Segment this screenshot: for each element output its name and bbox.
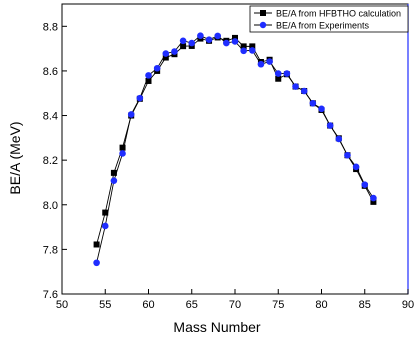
data-point-circle [214,32,221,40]
series-line-0 [96,36,374,245]
data-point-circle [231,38,239,45]
x-tick-label: 90 [402,299,414,311]
data-point-square [102,209,109,216]
data-point-square [180,43,187,50]
data-point-square [110,169,117,176]
data-point-circle [352,163,360,171]
data-point-circle [326,122,334,129]
axes-layer: 50 55 60 65 70 75 80 85 90 7.6 7.8 8.0 8.2 8.4 8.6 8.8 [43,21,414,311]
data-point-circle [153,64,161,72]
data-point-square [370,198,377,205]
x-tick-label: 80 [315,299,327,311]
data-point-square [275,75,282,82]
x-tick-label: 50 [56,299,68,311]
data-point-circle [136,94,144,102]
legend-circle-icon [259,21,267,29]
data-point-circle [292,83,299,90]
data-point-circle [283,70,291,77]
data-point-square [119,144,126,151]
legend: BE/A from HFBTHO calculation BE/A from E… [249,5,409,33]
data-point-circle [249,47,256,54]
data-point-circle [127,111,135,118]
series-layer [93,32,377,267]
data-point-square [240,43,247,50]
data-point-circle [266,58,273,65]
data-point-square [145,77,152,84]
data-point-circle [361,181,369,188]
data-point-circle [93,259,100,267]
data-point-circle [197,32,204,39]
data-point-circle [145,72,152,79]
legend-entry-hfbtho: BE/A from HFBTHO calculation [254,9,401,19]
data-point-circle [110,177,118,184]
data-point-circle [300,87,308,95]
y-tick-label: 8.6 [43,66,58,78]
data-point-circle [370,194,377,202]
data-point-circle [205,36,213,43]
legend-entry-experiments: BE/A from Experiments [254,21,370,31]
x-tick-label: 75 [272,299,284,311]
x-axis-label: Mass Number [173,319,260,335]
y-tick-label: 7.8 [43,244,58,256]
series-line-1 [96,35,374,263]
data-point-square [249,43,256,50]
data-point-circle [274,70,282,77]
x-tick-label: 60 [142,299,154,311]
plot-frame [61,3,409,295]
data-point-circle [240,47,247,55]
data-point-circle [223,39,230,47]
data-point-square [93,241,100,248]
x-tick-label: 65 [186,299,198,311]
data-point-square [162,54,169,61]
y-tick-label: 8.8 [43,21,58,33]
y-tick-label: 8.4 [43,111,58,123]
data-point-circle [335,135,343,143]
data-point-circle [188,39,196,47]
data-point-circle [162,50,170,57]
data-point-circle [119,150,126,157]
data-point-circle [257,60,265,68]
data-point-circle [318,105,325,113]
x-tick-label: 70 [229,299,241,311]
legend-label-hfbtho: BE/A from HFBTHO calculation [276,9,401,19]
data-point-circle [171,48,178,55]
legend-box [249,5,409,33]
data-point-circle [309,99,317,107]
y-axis-label: BE/A (MeV) [7,121,23,194]
y-tick-label: 8.2 [43,155,58,167]
y-tick-label: 8.0 [43,200,58,212]
y-tick-label: 7.6 [43,289,58,301]
data-point-circle [344,151,351,159]
legend-label-experiments: BE/A from Experiments [276,21,370,31]
legend-square-icon [260,10,266,16]
data-point-circle [179,37,187,45]
data-point-square [232,34,238,41]
x-tick-label: 85 [359,299,371,311]
x-tick-label: 55 [99,299,111,311]
plot-area [61,3,409,295]
data-point-circle [101,222,109,230]
